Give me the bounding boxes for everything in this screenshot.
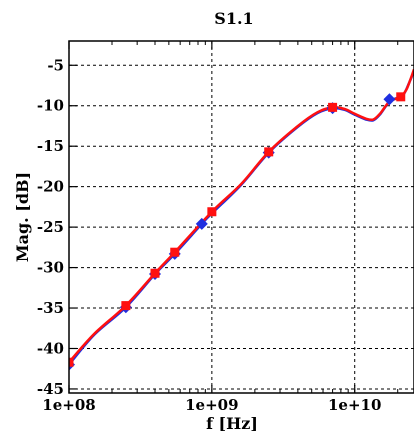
series-2-point <box>207 207 217 217</box>
y-tick-label: -15 <box>37 137 64 155</box>
series-2-point <box>170 247 180 257</box>
y-tick-label: -25 <box>37 218 64 236</box>
plot-frame <box>68 40 414 394</box>
series-2-point <box>264 147 274 157</box>
series-2-point <box>328 102 338 112</box>
series-2-point <box>121 301 131 311</box>
x-tick-label: 1e+10 <box>328 396 381 414</box>
x-axis-title: f [Hz] <box>206 414 258 433</box>
series-group <box>69 68 414 371</box>
y-tick-label: -20 <box>37 178 64 196</box>
y-axis-title: Mag. [dB] <box>13 172 32 262</box>
y-tick-label: -5 <box>47 56 64 74</box>
series-layer <box>69 68 414 371</box>
series-2-point <box>69 357 74 367</box>
y-tick-label: -45 <box>37 380 64 398</box>
series-1-point <box>383 93 396 106</box>
series-2-point <box>150 268 160 278</box>
y-tick-label: -35 <box>37 299 64 317</box>
x-tick-label: 1e+09 <box>185 396 238 414</box>
x-tick-label: 1e+08 <box>42 396 95 414</box>
chart-title: S1.1 <box>214 9 253 28</box>
series-1-point <box>195 217 208 230</box>
y-tick-label: -30 <box>37 259 64 277</box>
y-tick-label: -40 <box>37 339 64 357</box>
series-2-point <box>396 92 406 102</box>
y-tick-label: -10 <box>37 97 64 115</box>
